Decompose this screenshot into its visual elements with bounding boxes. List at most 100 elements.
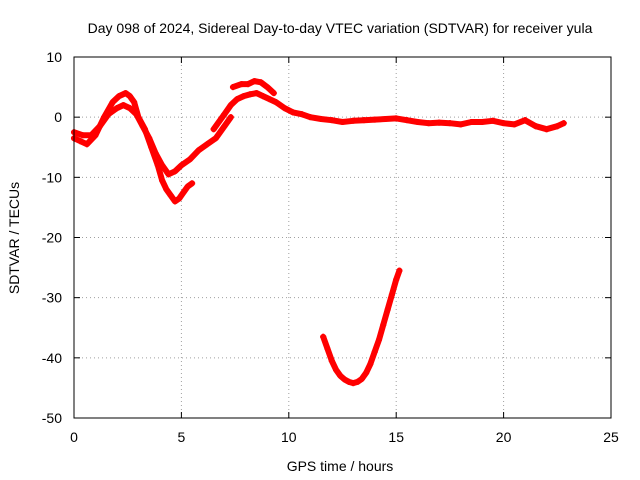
data-point xyxy=(341,376,348,383)
data-point xyxy=(126,93,133,100)
data-point xyxy=(133,111,140,118)
data-point xyxy=(88,132,95,139)
data-point xyxy=(212,135,219,142)
data-point xyxy=(320,333,327,340)
data-point xyxy=(333,366,340,373)
data-point xyxy=(251,78,258,85)
data-point xyxy=(345,378,352,385)
y-tick-label: 10 xyxy=(46,49,62,65)
data-point xyxy=(328,117,335,124)
data-point xyxy=(371,348,378,355)
data-point xyxy=(354,378,361,385)
data-point xyxy=(165,171,172,178)
data-point xyxy=(167,192,174,199)
x-tick-label: 0 xyxy=(70,429,78,445)
data-point xyxy=(244,81,251,88)
x-tick-label: 15 xyxy=(388,429,404,445)
data-point xyxy=(532,123,539,130)
data-point xyxy=(163,186,170,193)
data-point xyxy=(272,99,279,106)
data-point xyxy=(290,109,297,116)
series-segment-2 xyxy=(71,102,234,178)
data-point xyxy=(393,115,400,122)
data-point xyxy=(184,183,191,190)
axis-ticks: 0 5 10 15 20 25 -50 -40 -30 -20 -10 0 10 xyxy=(42,49,619,445)
data-point xyxy=(396,267,403,274)
data-point xyxy=(96,123,103,130)
data-point xyxy=(457,121,464,128)
data-point xyxy=(425,120,432,127)
data-point xyxy=(324,345,331,352)
data-point xyxy=(380,321,387,328)
data-point xyxy=(257,79,264,86)
data-point xyxy=(500,120,507,127)
data-point xyxy=(159,177,166,184)
data-point xyxy=(554,123,561,130)
x-axis-label: GPS time / hours xyxy=(287,458,394,474)
data-point xyxy=(393,276,400,283)
data-point xyxy=(358,375,365,382)
x-tick-label: 25 xyxy=(603,429,619,445)
data-point xyxy=(328,357,335,364)
data-point xyxy=(131,99,138,106)
data-point xyxy=(171,168,178,175)
data-point xyxy=(382,115,389,122)
data-point xyxy=(384,306,391,313)
data-point xyxy=(152,150,159,157)
data-point xyxy=(126,105,133,112)
data-point xyxy=(221,123,228,130)
data-point xyxy=(227,114,234,121)
data-point xyxy=(560,120,567,127)
data-point xyxy=(210,126,217,133)
y-tick-label: -10 xyxy=(42,169,62,185)
data-point xyxy=(180,189,187,196)
data-point xyxy=(253,90,260,97)
data-point xyxy=(139,123,146,130)
data-point xyxy=(522,117,529,124)
data-point xyxy=(159,162,166,169)
y-tick-label: -50 xyxy=(42,410,62,426)
data-point xyxy=(79,132,86,139)
y-tick-label: -30 xyxy=(42,290,62,306)
data-point xyxy=(227,102,234,109)
data-point xyxy=(318,115,325,122)
data-point xyxy=(414,118,421,125)
data-point xyxy=(543,126,550,133)
data-point xyxy=(234,96,241,103)
data-point xyxy=(178,162,185,169)
data-point xyxy=(468,118,475,125)
data-point xyxy=(83,141,90,148)
data-point xyxy=(339,118,346,125)
data-point xyxy=(266,96,273,103)
data-point xyxy=(350,380,357,387)
series-segment-4 xyxy=(229,78,277,97)
x-tick-label: 5 xyxy=(178,429,186,445)
data-point xyxy=(270,90,277,97)
data-point xyxy=(403,117,410,124)
data-point xyxy=(171,198,178,205)
data-point xyxy=(186,156,193,163)
data-point xyxy=(109,99,116,106)
data-point xyxy=(489,117,496,124)
data-point xyxy=(367,360,374,367)
data-point xyxy=(363,369,370,376)
series-segment-5 xyxy=(320,267,403,387)
y-axis-label: SDTVAR / TECUs xyxy=(6,182,22,294)
data-point xyxy=(511,121,518,128)
y-tick-label: -20 xyxy=(42,230,62,246)
x-tick-label: 10 xyxy=(281,429,297,445)
data-point xyxy=(77,138,84,145)
data-point xyxy=(337,372,344,379)
data-point xyxy=(360,117,367,124)
data-point xyxy=(371,116,378,123)
y-tick-label: -40 xyxy=(42,350,62,366)
data-point xyxy=(113,105,120,112)
series-line xyxy=(71,102,234,178)
data-point xyxy=(105,111,112,118)
x-tick-label: 20 xyxy=(496,429,512,445)
data-series xyxy=(71,78,567,387)
data-point xyxy=(260,93,267,100)
series-segment-3 xyxy=(210,90,567,133)
